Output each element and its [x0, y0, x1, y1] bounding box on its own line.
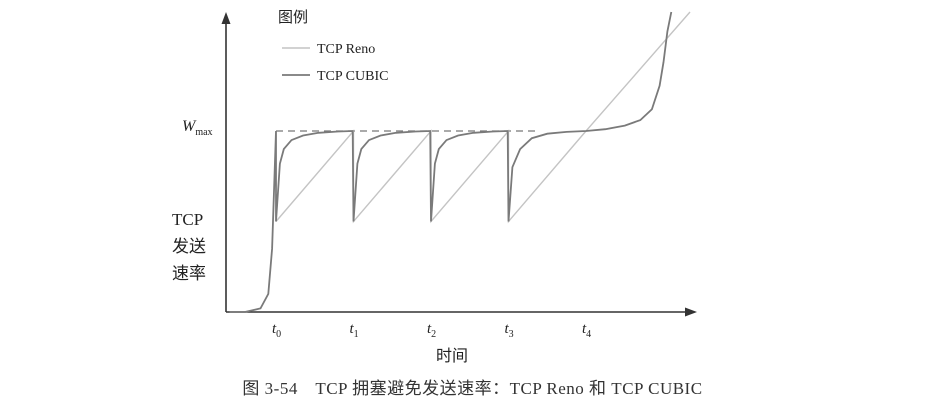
series-line-cubic: [230, 12, 672, 312]
figure-caption: 图 3-54 TCP 拥塞避免发送速率：TCP Reno 和 TCP CUBIC: [0, 374, 945, 399]
legend-label-reno: TCP Reno: [317, 42, 375, 57]
x-tick-label-t3: t3: [505, 321, 514, 340]
x-tick-label-t2: t2: [427, 321, 436, 340]
wmax-label: Wmax: [182, 118, 213, 138]
x-tick-labels: t0 t1 t2 t3 t4: [272, 321, 591, 340]
y-label-line-3: 速率: [172, 264, 206, 284]
legend-title: 图例: [278, 8, 308, 26]
x-axis-label: 时间: [436, 346, 468, 365]
legend: 图例 TCP Reno TCP CUBIC: [278, 8, 388, 84]
legend-label-cubic: TCP CUBIC: [317, 69, 388, 84]
x-axis-arrow: [685, 308, 697, 317]
y-axis-label: TCP 发送 速率: [172, 210, 206, 284]
wmax-sub: max: [195, 127, 212, 138]
x-tick-sub: 0: [276, 329, 281, 340]
x-tick-label-t0: t0: [272, 321, 281, 340]
x-tick-sub: 2: [431, 329, 436, 340]
x-tick-sub: 3: [509, 329, 514, 340]
x-tick-sub: 1: [354, 329, 359, 340]
y-axis-arrow: [222, 12, 231, 24]
y-label-line-2: 发送: [172, 237, 206, 257]
x-tick-sub: 4: [586, 329, 591, 340]
x-tick-label-t1: t1: [350, 321, 359, 340]
x-tick-label-t4: t4: [582, 321, 591, 340]
y-label-line-1: TCP: [172, 210, 203, 229]
axes: [222, 12, 698, 317]
